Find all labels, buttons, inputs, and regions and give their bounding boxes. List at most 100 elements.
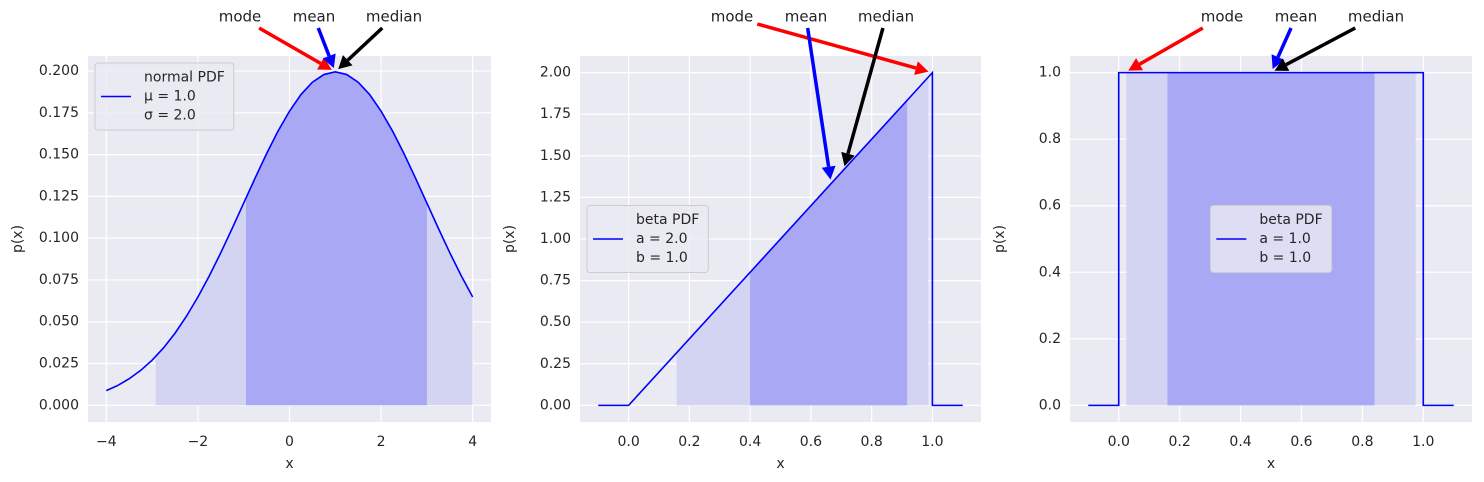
axes: −4 −2 0 2 4 0.000 0.025 0.050 0.075 0.100 0.125 0.1… bbox=[10, 56, 491, 472]
x-tick-label: 2 bbox=[377, 434, 386, 450]
pdf-line bbox=[105, 71, 474, 392]
y-axis-label: p(x) bbox=[10, 225, 26, 253]
arrow-shaft bbox=[1138, 26, 1204, 66]
legend-label: a = 2.0 bbox=[636, 231, 687, 247]
y-tick-label: 0.125 bbox=[39, 188, 79, 204]
annotation-label: mean bbox=[1275, 8, 1318, 26]
y-tick-label: 2.00 bbox=[540, 65, 571, 81]
annotation-label: mean bbox=[785, 8, 828, 26]
arrow-shaft bbox=[1276, 27, 1293, 58]
annotation-arrow bbox=[1271, 27, 1293, 69]
y-tick-label: 0.150 bbox=[39, 147, 79, 163]
x-tick-label: 1.0 bbox=[921, 434, 943, 450]
annotation-label: mode bbox=[219, 8, 262, 26]
y-tick-label: 0.025 bbox=[39, 356, 79, 372]
x-tick-label: 0.0 bbox=[1108, 434, 1130, 450]
annotation-arrow bbox=[805, 27, 836, 180]
legend-label: σ = 2.0 bbox=[144, 108, 196, 124]
x-tick-label: 0.2 bbox=[1169, 434, 1191, 450]
pdf-line bbox=[1088, 71, 1454, 407]
legend: beta PDF a = 1.0 b = 1.0 bbox=[1209, 205, 1333, 273]
y-tick-label: 0.25 bbox=[540, 356, 571, 372]
y-tick-label: 0.075 bbox=[39, 272, 79, 288]
annotation-arrow bbox=[338, 26, 384, 70]
y-axis-label: p(x) bbox=[502, 225, 518, 253]
annotation-label: median bbox=[1348, 8, 1404, 26]
y-tick-label: 1.25 bbox=[540, 189, 571, 205]
y-tick-label: 1.0 bbox=[1039, 65, 1061, 81]
annotation-arrow bbox=[316, 27, 336, 69]
annotation-arrow bbox=[841, 27, 885, 167]
x-tick-label: 0.2 bbox=[678, 434, 700, 450]
y-tick-label: 0.75 bbox=[540, 273, 571, 289]
y-tick-label: 0.50 bbox=[540, 314, 571, 330]
legend: normal PDF μ = 1.0 σ = 2.0 bbox=[94, 62, 235, 131]
x-tick-label: 0 bbox=[285, 434, 294, 450]
annotation-arrow bbox=[756, 22, 929, 75]
annotation-label: mean bbox=[293, 8, 336, 26]
arrow-head bbox=[914, 61, 929, 75]
arrow-shaft bbox=[846, 27, 885, 155]
arrow-head bbox=[1128, 58, 1144, 71]
legend-box bbox=[94, 62, 235, 131]
x-axis-label: x bbox=[776, 456, 784, 472]
annotation-arrow bbox=[1274, 26, 1357, 71]
arrow-shaft bbox=[805, 27, 831, 168]
x-tick-label: 0.4 bbox=[1229, 434, 1251, 450]
x-tick-label: 0.4 bbox=[739, 434, 761, 450]
arrow-shaft bbox=[258, 26, 322, 65]
legend-box bbox=[586, 205, 709, 273]
legend-label: μ = 1.0 bbox=[144, 89, 196, 105]
arrow-shaft bbox=[756, 22, 917, 70]
annotation-arrow bbox=[258, 26, 332, 70]
x-tick-label: 1.0 bbox=[1412, 434, 1434, 450]
y-tick-label: 0.2 bbox=[1039, 331, 1061, 347]
y-tick-label: 0.050 bbox=[39, 314, 79, 330]
legend-label: beta PDF bbox=[636, 212, 699, 228]
y-tick-label: 1.50 bbox=[540, 148, 571, 164]
y-tick-label: 0.100 bbox=[39, 230, 79, 246]
arrow-head bbox=[841, 151, 855, 167]
x-tick-label: −4 bbox=[96, 434, 117, 450]
x-axis-label: x bbox=[285, 456, 293, 472]
legend: beta PDF a = 2.0 b = 1.0 bbox=[586, 205, 709, 273]
legend-label: b = 1.0 bbox=[636, 250, 688, 266]
y-tick-label: 0.8 bbox=[1039, 131, 1061, 147]
x-axis-label: x bbox=[1267, 456, 1275, 472]
arrow-head bbox=[821, 165, 836, 180]
y-tick-label: 0.000 bbox=[39, 397, 79, 413]
y-tick-label: 1.00 bbox=[540, 231, 571, 247]
y-tick-label: 0.00 bbox=[540, 397, 571, 413]
legend-label: normal PDF bbox=[144, 70, 225, 86]
arrow-head bbox=[1274, 58, 1290, 71]
annotation-label: median bbox=[858, 8, 914, 26]
legend-label: b = 1.0 bbox=[1259, 250, 1311, 266]
axes: 0.0 0.2 0.4 0.6 0.8 1.0 0.00 0.25 0.50 0.75 1.00 1.… bbox=[502, 56, 981, 472]
arrow-head bbox=[317, 57, 332, 70]
y-tick-label: 0.200 bbox=[39, 63, 79, 79]
x-tick-label: 0.8 bbox=[1351, 434, 1373, 450]
pdf-line bbox=[598, 70, 963, 407]
arrow-shaft bbox=[1285, 26, 1357, 67]
arrow-shaft bbox=[316, 27, 331, 57]
annotation-label: median bbox=[366, 8, 422, 26]
y-tick-label: 0.6 bbox=[1039, 198, 1061, 214]
x-tick-label: 4 bbox=[468, 434, 477, 450]
x-tick-label: −2 bbox=[188, 434, 209, 450]
annotation-label: mode bbox=[711, 8, 754, 26]
arrow-head bbox=[1271, 54, 1285, 69]
legend-box bbox=[1209, 205, 1333, 273]
y-tick-label: 0.0 bbox=[1039, 397, 1061, 413]
y-axis-label: p(x) bbox=[992, 225, 1008, 253]
arrow-head bbox=[338, 55, 353, 70]
y-tick-label: 0.175 bbox=[39, 105, 79, 121]
arrow-shaft bbox=[346, 26, 384, 62]
annotation-label: mode bbox=[1201, 8, 1244, 26]
y-tick-label: 0.4 bbox=[1039, 264, 1061, 280]
legend-label: beta PDF bbox=[1259, 212, 1322, 228]
y-tick-label: 1.75 bbox=[540, 106, 571, 122]
x-tick-label: 0.6 bbox=[1290, 434, 1312, 450]
annotation-arrow bbox=[1128, 26, 1204, 71]
arrow-head bbox=[322, 53, 336, 69]
